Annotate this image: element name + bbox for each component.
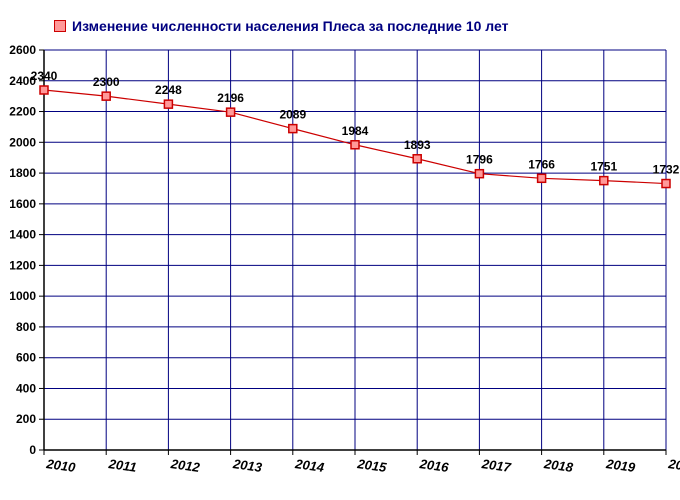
x-tick-label: 2014	[293, 456, 325, 475]
x-tick-label: 2011	[107, 456, 138, 475]
value-label: 2089	[279, 108, 306, 122]
value-label: 1893	[404, 138, 431, 152]
x-tick-label: 2019	[604, 456, 636, 475]
y-tick-label: 1600	[9, 197, 36, 211]
data-marker	[600, 177, 608, 185]
value-label: 2248	[155, 83, 182, 97]
x-tick-label: 2010	[45, 456, 77, 475]
value-label: 1732	[653, 163, 680, 177]
legend-marker-icon	[54, 20, 66, 32]
value-label: 2300	[93, 75, 120, 89]
legend: Изменение численности населения Плеса за…	[54, 18, 508, 34]
data-marker	[413, 155, 421, 163]
value-label: 1796	[466, 153, 493, 167]
data-marker	[40, 86, 48, 94]
y-tick-label: 800	[16, 320, 36, 334]
x-tick-label: 2015	[356, 456, 388, 475]
data-marker	[164, 100, 172, 108]
y-tick-label: 1200	[9, 258, 36, 272]
data-marker	[662, 180, 670, 188]
y-tick-label: 400	[16, 381, 36, 395]
chart-container: Изменение численности населения Плеса за…	[0, 0, 680, 500]
data-marker	[475, 170, 483, 178]
y-tick-label: 0	[29, 443, 36, 457]
y-tick-label: 200	[16, 412, 36, 426]
y-tick-label: 1000	[9, 289, 36, 303]
data-marker	[227, 108, 235, 116]
x-tick-label: 2013	[231, 456, 263, 475]
data-marker	[351, 141, 359, 149]
y-tick-label: 600	[16, 351, 36, 365]
value-label: 1984	[342, 124, 369, 138]
y-tick-label: 1400	[9, 228, 36, 242]
value-label: 2196	[217, 91, 244, 105]
y-tick-label: 1800	[9, 166, 36, 180]
y-tick-label: 2600	[9, 43, 36, 57]
data-marker	[289, 125, 297, 133]
chart-svg: 0 200 400 600 800 1000 1200 1400 1600 1800 2000 220…	[0, 0, 680, 500]
value-label: 1766	[528, 157, 555, 171]
value-label: 2340	[31, 69, 58, 83]
x-tick-label: 2017	[480, 456, 512, 475]
y-tick-label: 2000	[9, 135, 36, 149]
x-tick-label: 2016	[418, 456, 450, 475]
x-tick-label: 2020	[667, 456, 680, 475]
data-marker	[538, 174, 546, 182]
x-tick-label: 2018	[542, 456, 574, 475]
chart-title: Изменение численности населения Плеса за…	[72, 18, 508, 34]
x-tick-label: 2012	[169, 456, 201, 475]
value-label: 1751	[590, 160, 617, 174]
y-tick-label: 2200	[9, 105, 36, 119]
data-marker	[102, 92, 110, 100]
